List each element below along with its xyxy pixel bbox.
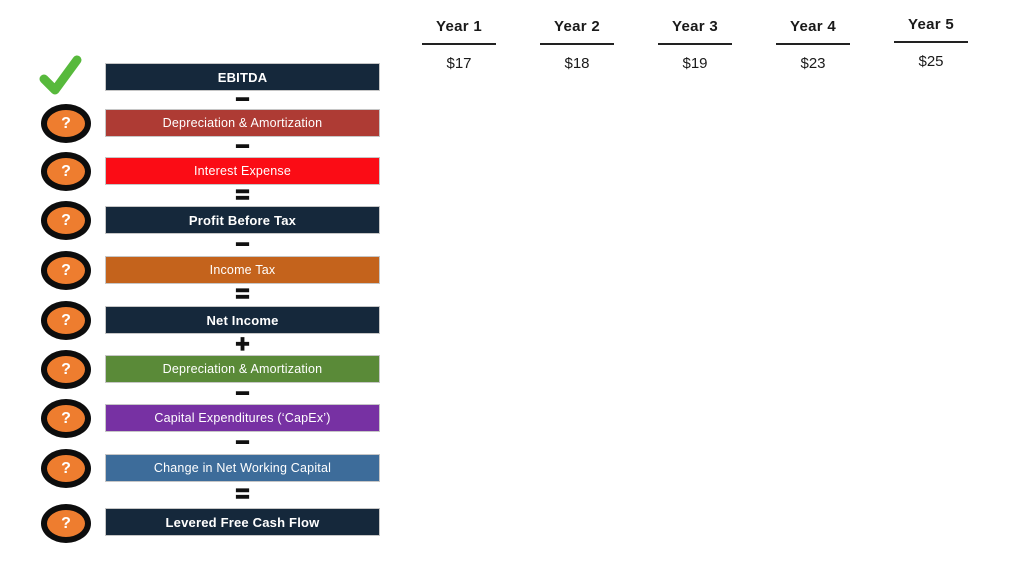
operator-after-interest-expense: =	[235, 181, 250, 209]
question-icon[interactable]: ?	[41, 449, 91, 488]
year-label: Year 3	[671, 18, 718, 35]
ebitda-value: $23	[800, 55, 826, 72]
year-label: Year 1	[435, 18, 482, 35]
year-underline	[894, 41, 968, 43]
question-icon[interactable]: ?	[41, 201, 91, 240]
bar-income-tax: Income Tax	[105, 256, 380, 284]
question-glyph: ?	[61, 311, 71, 329]
operator-after-pbt: −	[235, 231, 250, 258]
question-icon[interactable]: ?	[41, 399, 91, 438]
question-glyph: ?	[61, 261, 71, 279]
bar-label: EBITDA	[217, 69, 268, 85]
year-label: Year 2	[553, 18, 600, 35]
bar-label: Depreciation & Amortization	[162, 362, 323, 376]
ebitda-value: $18	[564, 55, 590, 72]
bar-label: Capital Expenditures (‘CapEx’)	[154, 411, 331, 425]
year-underline	[540, 43, 614, 45]
check-stroke	[39, 55, 82, 95]
ebitda-value: $17	[446, 55, 472, 72]
row-profit-before-tax: ? Profit Before Tax	[0, 201, 1024, 240]
bar-levered-free-cash-flow: Levered Free Cash Flow	[105, 508, 380, 536]
question-icon[interactable]: ?	[41, 251, 91, 290]
year-column-4: Year 4 $23	[753, 18, 873, 72]
question-icon[interactable]: ?	[41, 301, 91, 340]
question-glyph: ?	[61, 211, 71, 229]
row-change-in-nwc: ? Change in Net Working Capital	[0, 449, 1024, 488]
row-levered-free-cash-flow: ? Levered Free Cash Flow	[0, 504, 1024, 543]
question-icon[interactable]: ?	[41, 350, 91, 389]
year-underline	[422, 43, 496, 45]
year-column-5: Year 5 $25	[871, 16, 991, 70]
operator-after-capex: −	[235, 429, 250, 456]
ebitda-value: $25	[918, 53, 944, 70]
row-depreciation-amortization-1: ? Depreciation & Amortization	[0, 104, 1024, 143]
bar-label: Income Tax	[209, 263, 276, 277]
year-label: Year 5	[907, 16, 954, 33]
row-net-income: ? Net Income	[0, 301, 1024, 340]
bar-label: Profit Before Tax	[188, 212, 297, 228]
question-glyph: ?	[61, 162, 71, 180]
operator-after-ebitda: −	[235, 86, 250, 113]
operator-after-income-tax: =	[235, 281, 250, 308]
question-icon[interactable]: ?	[41, 152, 91, 191]
question-glyph: ?	[61, 114, 71, 132]
bar-depreciation-amortization-1: Depreciation & Amortization	[105, 109, 380, 137]
bar-change-in-nwc: Change in Net Working Capital	[105, 454, 380, 482]
bar-depreciation-amortization-2: Depreciation & Amortization	[105, 355, 380, 383]
bar-label: Levered Free Cash Flow	[165, 514, 320, 530]
ebitda-value: $19	[682, 55, 708, 72]
row-income-tax: ? Income Tax	[0, 251, 1024, 290]
bar-label: Interest Expense	[193, 164, 291, 178]
question-glyph: ?	[61, 459, 71, 477]
year-label: Year 4	[789, 18, 836, 35]
bar-ebitda: EBITDA	[105, 63, 380, 91]
year-column-2: Year 2 $18	[517, 18, 637, 72]
bar-capital-expenditures: Capital Expenditures (‘CapEx’)	[105, 404, 380, 432]
question-icon[interactable]: ?	[41, 504, 91, 543]
question-glyph: ?	[61, 409, 71, 427]
check-icon[interactable]	[36, 52, 84, 103]
row-ebitda: EBITDA	[0, 55, 1024, 95]
question-glyph: ?	[61, 360, 71, 378]
bar-label: Net Income	[206, 312, 279, 328]
operator-after-nwc: =	[235, 481, 250, 508]
operator-after-da2: −	[235, 379, 250, 407]
question-icon[interactable]: ?	[41, 104, 91, 143]
bar-label: Depreciation & Amortization	[162, 116, 323, 130]
year-column-1: Year 1 $17	[399, 18, 519, 72]
bar-net-income: Net Income	[105, 306, 380, 334]
operator-after-da1: −	[235, 133, 250, 160]
operator-after-net-income: +	[235, 330, 250, 358]
year-underline	[658, 43, 732, 45]
bar-profit-before-tax: Profit Before Tax	[105, 206, 380, 234]
year-underline	[776, 43, 850, 45]
row-capital-expenditures: ? Capital Expenditures (‘CapEx’)	[0, 399, 1024, 438]
bar-label: Change in Net Working Capital	[153, 461, 332, 475]
year-column-3: Year 3 $19	[635, 18, 755, 72]
row-interest-expense: ? Interest Expense	[0, 152, 1024, 191]
bar-interest-expense: Interest Expense	[105, 157, 380, 185]
question-glyph: ?	[61, 514, 71, 532]
row-depreciation-amortization-2: ? Depreciation & Amortization	[0, 350, 1024, 389]
